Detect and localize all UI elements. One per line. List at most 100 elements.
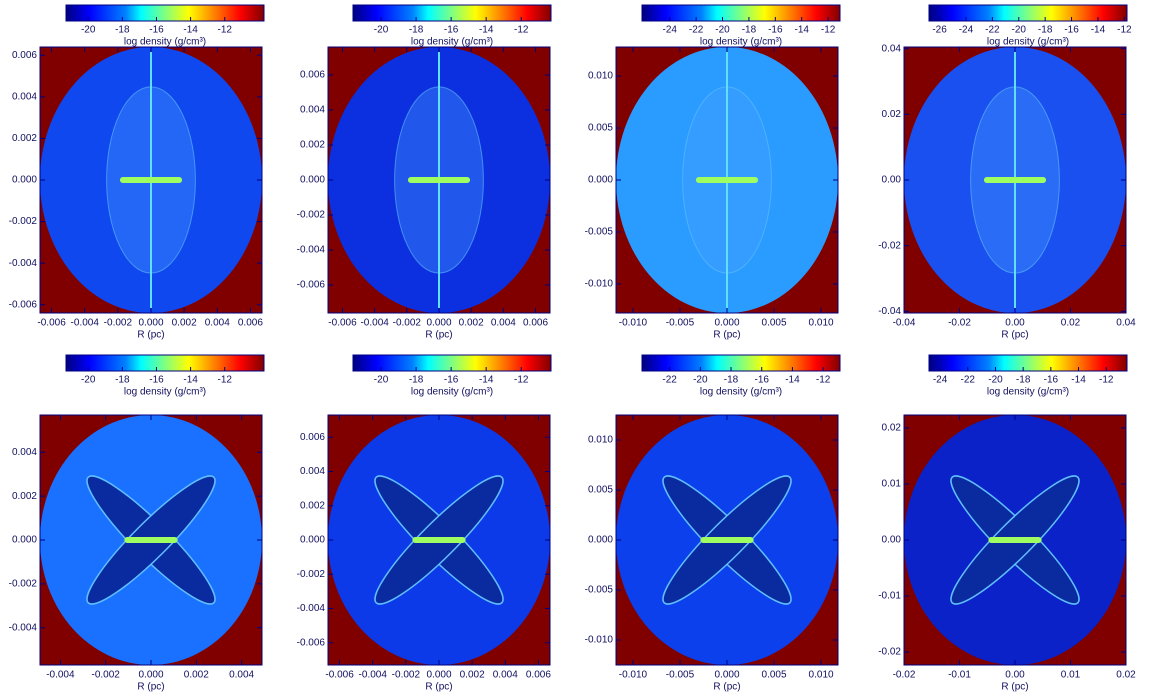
y-tick-label: -0.01 — [878, 591, 901, 602]
colorbar-tick-label: -12 — [218, 25, 233, 36]
y-tick-label: 0.002 — [12, 133, 37, 144]
y-tick-label: -0.002 — [297, 569, 326, 580]
colorbar — [929, 5, 1127, 21]
colorbar-label: log density (g/cm³) — [124, 37, 206, 48]
colorbar-tick-label: -16 — [754, 375, 769, 386]
x-tick-label: 0.005 — [762, 670, 787, 681]
y-tick-label: -0.002 — [9, 216, 38, 227]
y-tick-label: -0.005 — [585, 227, 614, 238]
disk — [412, 537, 465, 543]
y-tick-label: -0.004 — [297, 245, 326, 256]
disk — [984, 177, 1046, 183]
y-tick-label: 0.004 — [12, 92, 37, 103]
colorbar — [66, 355, 264, 371]
x-tick-label: 0.010 — [809, 318, 834, 329]
x-tick-label: 0.004 — [491, 318, 516, 329]
x-tick-label: -0.02 — [893, 670, 916, 681]
x-tick-label: 0.04 — [1116, 318, 1136, 329]
x-tick-label: 0.02 — [1061, 318, 1081, 329]
y-tick-label: 0.00 — [882, 175, 902, 186]
y-tick-label: -0.004 — [297, 603, 326, 614]
y-tick-label: 0.006 — [300, 432, 325, 443]
colorbar-tick-label: -16 — [1064, 25, 1079, 36]
x-tick-label: -0.004 — [359, 670, 388, 681]
x-axis-label: R (pc) — [1001, 682, 1028, 693]
colorbar-tick-label: -26 — [932, 25, 947, 36]
colorbar-tick-label: -12 — [218, 375, 233, 386]
x-tick-label: 0.002 — [460, 670, 485, 681]
density-map — [328, 47, 550, 313]
x-tick-label: -0.01 — [948, 670, 971, 681]
colorbar-tick-label: -14 — [794, 25, 809, 36]
y-tick-label: -0.002 — [297, 210, 326, 221]
density-map — [904, 47, 1126, 313]
colorbar-tick-label: -12 — [514, 375, 529, 386]
x-tick-label: 0.000 — [138, 318, 163, 329]
x-tick-label: 0.006 — [523, 318, 548, 329]
x-tick-label: 0.006 — [526, 670, 551, 681]
y-tick-label: 0.004 — [300, 105, 325, 116]
disk — [120, 177, 182, 183]
x-axis-label: R (pc) — [425, 682, 452, 693]
x-tick-label: 0.000 — [138, 670, 163, 681]
y-tick-label: -0.006 — [9, 299, 38, 310]
colorbar-tick-label: -24 — [662, 25, 677, 36]
colorbar-tick-label: -14 — [479, 375, 494, 386]
x-tick-label: 0.004 — [493, 670, 518, 681]
colorbar-tick-label: -22 — [689, 25, 704, 36]
colorbar-label: log density (g/cm³) — [124, 387, 206, 398]
colorbar-tick-label: -16 — [1044, 375, 1059, 386]
y-tick-label: -0.005 — [585, 585, 614, 596]
colorbar-label: log density (g/cm³) — [987, 37, 1069, 48]
x-tick-label: 0.000 — [426, 318, 451, 329]
x-tick-label: -0.004 — [71, 318, 100, 329]
colorbar-tick-label: -14 — [1091, 25, 1106, 36]
colorbar-tick-label: -14 — [1071, 375, 1086, 386]
x-tick-label: -0.002 — [92, 670, 121, 681]
x-tick-label: 0.000 — [714, 670, 739, 681]
y-tick-label: -0.006 — [297, 280, 326, 291]
colorbar — [642, 5, 840, 21]
y-tick-label: 0.004 — [12, 447, 37, 458]
colorbar-tick-label: -16 — [444, 375, 459, 386]
colorbar — [929, 355, 1127, 371]
x-tick-label: -0.005 — [666, 318, 695, 329]
x-tick-label: 0.000 — [714, 318, 739, 329]
x-tick-label: -0.002 — [392, 670, 421, 681]
colorbar-tick-label: -16 — [444, 25, 459, 36]
y-tick-label: 0.000 — [588, 535, 613, 546]
y-tick-label: 0.02 — [882, 109, 902, 120]
colorbar-tick-label: -16 — [149, 375, 164, 386]
disk — [988, 537, 1041, 543]
density-map — [40, 415, 262, 665]
y-tick-label: 0.002 — [300, 500, 325, 511]
y-tick-label: -0.04 — [878, 306, 901, 317]
colorbar-label: log density (g/cm³) — [411, 387, 493, 398]
colorbar-tick-label: -14 — [183, 25, 198, 36]
colorbar-tick-label: -20 — [81, 375, 96, 386]
colorbar-tick-label: -12 — [821, 25, 836, 36]
x-tick-label: -0.002 — [104, 318, 133, 329]
colorbar-tick-label: -12 — [816, 375, 831, 386]
colorbar-tick-label: -12 — [514, 25, 529, 36]
colorbar-tick-label: -12 — [1099, 375, 1114, 386]
x-tick-label: 0.00 — [1005, 318, 1025, 329]
colorbar-label: log density (g/cm³) — [700, 387, 782, 398]
y-tick-label: 0.00 — [882, 535, 902, 546]
x-tick-label: 0.004 — [229, 670, 254, 681]
x-tick-label: -0.004 — [360, 318, 389, 329]
x-tick-label: 0.006 — [238, 318, 263, 329]
y-tick-label: -0.002 — [9, 579, 38, 590]
colorbar-tick-label: -20 — [693, 375, 708, 386]
x-tick-label: -0.004 — [46, 670, 75, 681]
y-tick-label: 0.005 — [588, 123, 613, 134]
x-tick-label: 0.002 — [172, 318, 197, 329]
density-map — [328, 415, 550, 665]
y-tick-label: 0.000 — [300, 175, 325, 186]
x-tick-label: 0.01 — [1061, 670, 1081, 681]
density-map — [904, 415, 1126, 665]
y-tick-label: 0.002 — [12, 491, 37, 502]
colorbar-tick-label: -20 — [374, 25, 389, 36]
y-tick-label: -0.004 — [9, 622, 38, 633]
colorbar-tick-label: -20 — [81, 25, 96, 36]
